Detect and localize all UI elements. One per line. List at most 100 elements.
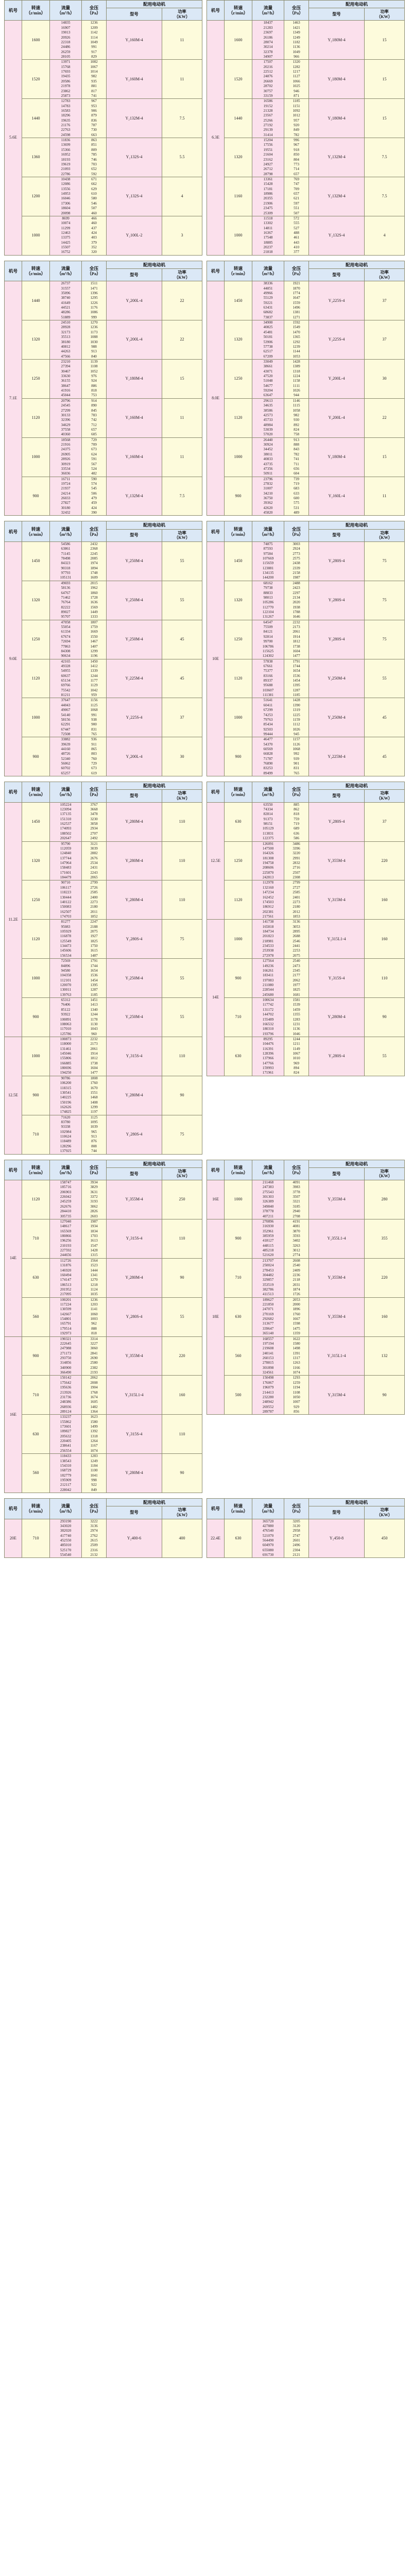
pressure-cell: 1185 1151 1092 1012 957 920 849 782: [284, 98, 310, 139]
table-row: 1000 11518 13302 14811 16367 17548 18885 20237 2…: [207, 215, 405, 256]
header-model: 机号: [207, 1159, 225, 1181]
flow-cell: 17507 20216 22512 24876 26669 28702 30757 33159: [252, 59, 285, 99]
pressure-cell: 2247 2188 2075 1927 1825 1750 1615 1487: [81, 919, 107, 959]
pressure-cell: 590 574 545 506 479 459 424 390: [81, 476, 107, 516]
table-row: 1320 68162 79738 88833 98013 105286 112770 1221…: [207, 580, 405, 620]
speed-cell: 1250: [224, 841, 253, 881]
motor-power-cell: 37: [364, 802, 405, 842]
header-model: 机号: [207, 260, 225, 282]
motor-type-cell: Y₂225S-4: [308, 320, 365, 360]
left-table-wrap: 机号 转速 （r/min） 流量 （m³/h） 全压 （Pa） 配用电动机 型号 功率 （KW） 20…: [4, 1498, 203, 1558]
flow-cell: 29613 34635 38586 42573 45733 48984 53039 57020: [252, 398, 285, 438]
table-row: 1120 57838 67661 75377 83166 89337 95688 103607…: [207, 658, 405, 699]
header-speed: 转速 （r/min）: [224, 0, 253, 21]
motor-power-cell: 110: [161, 802, 203, 842]
motor-type-cell: Y₂355M-4: [308, 1297, 365, 1337]
header-pressure: 全压 （Pa）: [284, 260, 310, 282]
spec-table: 机号 转速 （r/min） 流量 （m³/h） 全压 （Pa） 配用电动机 型号 功率 （KW） 7.…: [4, 260, 203, 516]
pressure-cell: 1270 1236 1173 1088 1030 988 913 840: [81, 320, 107, 360]
flow-cell: 365720 427880 476540 521070 564490 604970 6550…: [252, 1518, 285, 1558]
table-row: 1120 20796 24545 27299 30133 32396 34629 37558 4…: [5, 398, 203, 438]
motor-type-cell: Y₂250M-4: [106, 958, 162, 998]
motor-type-cell: Y₂280M-4: [106, 802, 162, 842]
motor-type-cell: Y₂280M-4: [106, 880, 162, 920]
right-table-wrap: 机号 转速 （r/min） 流量 （m³/h） 全压 （Pa） 配用电动机 型号 功率 （KW） 8.…: [207, 260, 405, 516]
speed-cell: 1250: [224, 359, 253, 399]
header-motor-power: 功率 （KW）: [364, 789, 405, 803]
motor-power-cell: 55: [364, 1036, 405, 1076]
speed-cell: 1000: [224, 215, 253, 256]
flow-cell: 12783 14783 16583 18296 19635 21176 22763 24598: [49, 98, 82, 139]
motor-power-cell: 15: [161, 359, 203, 399]
motor-type-cell: Y₂132S-4: [308, 215, 365, 256]
motor-power-cell: 5.5: [161, 138, 203, 177]
pressure-cell: 1791 1744 1654 1536 1454 1395 1287 1185: [284, 658, 310, 699]
flow-cell: 150142 175642 195636 213926 231736 248386 2689…: [49, 1375, 82, 1415]
table-section-4: 机号 转速 （r/min） 流量 （m³/h） 全压 （Pa） 配用电动机 型号 功率 （KW） 11…: [0, 782, 412, 1155]
motor-type-cell: Y₂250M-4: [106, 541, 162, 581]
speed-cell: 1360: [22, 138, 50, 177]
motor-power-cell: 11: [161, 20, 203, 60]
pressure-cell: 1428 1390 1319 1225 1159 1112 1026 945: [284, 698, 310, 738]
table-row: 900 90786 106200 118315 130541 140225 150196 16…: [5, 1075, 203, 1115]
motor-type-cell: Y₂160M-4: [106, 59, 162, 99]
motor-type-cell: Y₂315S-4: [106, 1218, 162, 1259]
fan-specification-document: 机号 转速 （r/min） 流量 （m³/h） 全压 （Pa） 配用电动机 型号 功率 （KW） 5.…: [0, 0, 412, 1558]
header-flow: 流量 （m³/h）: [252, 1159, 285, 1181]
table-section-3: 机号 转速 （r/min） 流量 （m³/h） 全压 （Pa） 配用电动机 型号 功率 （KW） 9.…: [0, 521, 412, 777]
header-motor: 配用电动机: [308, 1498, 405, 1507]
table-row: 1250 64547 75509 84121 92814 99700 106786 11562…: [207, 619, 405, 659]
table-row: 1120 81277 95083 105929 116878 125549 134473 14…: [5, 919, 203, 959]
header-flow: 流量 （m³/h）: [49, 521, 82, 542]
pressure-cell: 1283 1249 1184 1100 1041 998 922 849: [81, 1453, 107, 1494]
motor-power-cell: 450: [364, 1518, 405, 1558]
pressure-cell: 2488 2423 2297 2134 2020 1938 1788 1646: [284, 580, 310, 620]
pressure-cell: 1451 1413 1340 1244 1178 1130 1043 960: [81, 997, 107, 1037]
speed-cell: 1450: [22, 541, 50, 581]
flow-cell: 213707 250024 278453 304482 329857 353519 3827…: [252, 1258, 285, 1298]
motor-power-cell: 55: [161, 997, 203, 1037]
header-motor: 配用电动机: [106, 260, 203, 269]
header-speed: 转速 （r/min）: [22, 1159, 50, 1181]
motor-power-cell: 355: [364, 1218, 405, 1259]
spec-table: 机号 转速 （r/min） 流量 （m³/h） 全压 （Pa） 配用电动机 型号 功率 （KW） 9.…: [4, 521, 203, 777]
flow-cell: 34900 40825 45481 50181 53906 57738 62517 67209: [252, 320, 285, 360]
pressure-cell: 2053 2000 1896 1760 1667 1598 1475 1359: [284, 1297, 310, 1337]
table-row: 14E 1000 141738 165818 184734 201823 218981 234…: [207, 919, 405, 1076]
pressure-cell: 2432 2368 2245 2085 1974 1894 1748 1609: [81, 541, 107, 581]
speed-cell: 1520: [224, 59, 253, 99]
table-row: 10E 1450 74875 87593 97584 107669 115659 123881…: [207, 541, 405, 777]
flow-cell: 8699 10074 11299 12463 13375 14425 15507 16752: [49, 215, 82, 256]
spec-table: 机号 转速 （r/min） 流量 （m³/h） 全压 （Pa） 配用电动机 型号 功率 （KW） 16…: [207, 1159, 405, 1415]
motor-power-cell: 45: [364, 698, 405, 738]
motor-power-cell: 22: [161, 320, 203, 360]
table-row: 710 213707 250024 278453 304482 329857 353519 3…: [207, 1258, 405, 1298]
spec-table: 机号 转速 （r/min） 流量 （m³/h） 全压 （Pa） 配用电动机 型号 功率 （KW） 22…: [207, 1498, 405, 1558]
motor-power-cell: 110: [161, 1036, 203, 1076]
header-model: 机号: [4, 521, 22, 542]
pressure-cell: 3003 2924 2773 2575 2438 2339 2158 1987: [284, 541, 310, 581]
header-motor-type: 型号: [106, 1167, 162, 1181]
motor-power-cell: 45: [161, 658, 203, 699]
pressure-cell: 967 953 906 879 836 787 730 663: [81, 98, 107, 139]
flow-cell: 11518 13302 14811 16367 17548 18885 20237 21818: [252, 215, 285, 256]
pressure-cell: 1791 1744 1654 1536 1454 1395 1287 1185: [81, 958, 107, 998]
flow-cell: 54586 63861 71145 78498 84323 90318 97793 10513…: [49, 541, 82, 581]
motor-type-cell: Y₂132S-4: [106, 138, 162, 177]
motor-type-cell: Y₂180M-4: [308, 98, 365, 139]
flow-cell: 127564 149236 166261 183411 197083 211080 2285…: [252, 958, 285, 998]
table-row: 1250 33049 38661 43071 47520 51048 54677 59204 6…: [207, 359, 405, 399]
motor-type-cell: Y₂132S-4: [106, 176, 162, 216]
motor-power-cell: 75: [364, 541, 405, 581]
table-row: 560 118433 138543 154310 168729 182779 195909 2…: [5, 1453, 203, 1494]
pressure-cell: 1921 1870 1774 1647 1559 1496 1381 1271: [284, 281, 310, 321]
pressure-cell: 1622 1580 1498 1391 1317 1263 1166 1074: [284, 1336, 310, 1376]
motor-power-cell: 110: [161, 880, 203, 920]
speed-cell: 710: [22, 1518, 50, 1558]
table-row: 630 112726 131876 146920 160494 174147 186513 2…: [5, 1258, 203, 1298]
speed-cell: 560: [22, 1453, 50, 1494]
table-row: 900 65312 76406 85122 93922 100891 108063 11701…: [5, 997, 203, 1037]
right-table-wrap: 机号 转速 （r/min） 流量 （m³/h） 全压 （Pa） 配用电动机 型号 功率 （KW） 16…: [207, 1159, 405, 1493]
speed-cell: 1440: [22, 98, 50, 139]
header-speed: 转速 （r/min）: [22, 1498, 50, 1519]
